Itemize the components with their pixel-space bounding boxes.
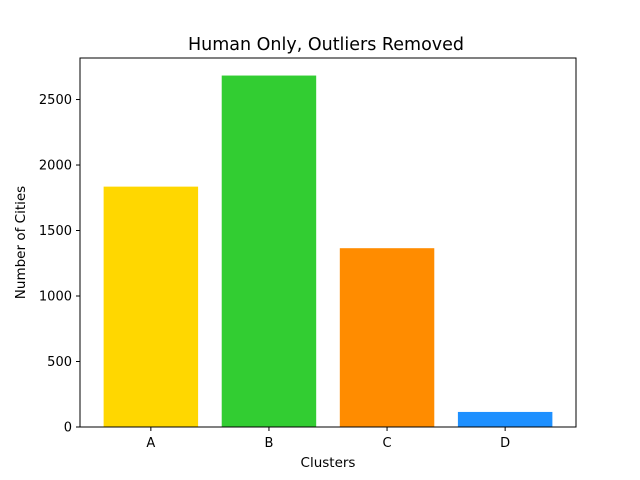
bar-a [103,186,199,427]
x-tick-label: C [383,436,392,451]
y-tick-label: 2500 [39,93,72,108]
x-tick-label: D [500,436,510,451]
y-tick-label: 1000 [39,290,72,305]
x-tick-label: B [264,436,273,451]
y-axis-label: Number of Cities [13,186,29,299]
x-axis-label: Clusters [301,455,356,471]
x-tick-label: A [146,436,155,451]
axes-frame [79,57,577,428]
bar-c [339,248,435,427]
y-tick-label: 500 [47,355,72,370]
plot-area: 0 500 1000 1500 2000 2500 A B C D [39,57,577,451]
chart-title: Human Only, Outliers Removed [188,35,464,55]
y-tick-label: 2000 [39,159,72,174]
bar-b [221,75,317,428]
bar-d [457,411,553,427]
y-tick-label: 0 [64,421,72,436]
bars-group [103,75,553,428]
x-axis-ticks: A B C D [146,427,510,451]
y-tick-label: 1500 [39,224,72,239]
y-axis-ticks: 0 500 1000 1500 2000 2500 [39,93,80,436]
